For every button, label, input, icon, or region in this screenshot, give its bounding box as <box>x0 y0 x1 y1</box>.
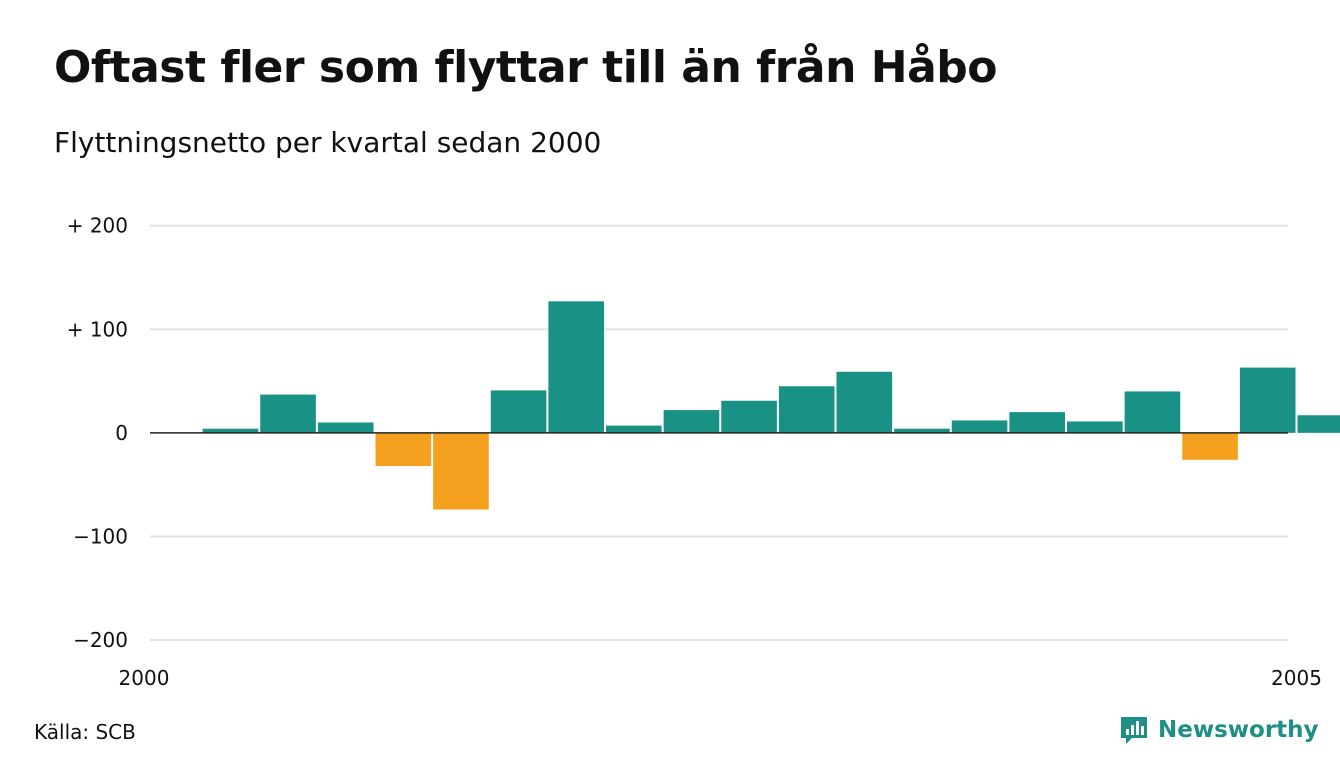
bars-layer <box>202 301 1340 510</box>
y-tick-label: −100 <box>73 524 128 548</box>
source-note: Källa: SCB <box>34 720 136 744</box>
bar <box>1297 415 1340 433</box>
bar <box>202 428 259 433</box>
bar <box>951 420 1008 433</box>
y-tick-label: + 100 <box>67 317 128 341</box>
grid-layer <box>150 224 1288 641</box>
bar <box>894 428 950 433</box>
brand[interactable]: Newsworthy <box>1118 714 1319 746</box>
bar <box>606 425 662 433</box>
bar <box>260 394 316 433</box>
bar <box>778 386 835 433</box>
chart-title: Oftast fler som flyttar till än från Håb… <box>54 42 998 93</box>
bar <box>490 390 547 433</box>
bar <box>548 301 605 433</box>
bar <box>1239 367 1296 433</box>
bar <box>1067 421 1123 433</box>
chart-subtitle: Flyttningsnetto per kvartal sedan 2000 <box>54 126 602 159</box>
brand-name: Newsworthy <box>1158 717 1319 743</box>
newsworthy-logo-icon <box>1121 717 1147 744</box>
bar <box>663 410 720 433</box>
bar <box>375 432 432 466</box>
y-axis: + 200 + 100 0 −100 −200 <box>67 214 128 652</box>
x-tick-label: 2000 <box>119 666 170 690</box>
bar <box>433 432 489 510</box>
bar <box>1009 412 1066 433</box>
bar <box>836 371 893 433</box>
bar <box>317 422 374 433</box>
y-tick-label: + 200 <box>67 214 128 238</box>
x-tick-label: 2005 <box>1271 666 1322 690</box>
bar <box>1182 432 1238 460</box>
bar <box>721 400 777 433</box>
x-axis: 20002005201020152020 <box>119 666 1322 690</box>
y-tick-label: 0 <box>115 421 128 445</box>
y-tick-label: −200 <box>73 628 128 652</box>
bar <box>1124 391 1181 433</box>
